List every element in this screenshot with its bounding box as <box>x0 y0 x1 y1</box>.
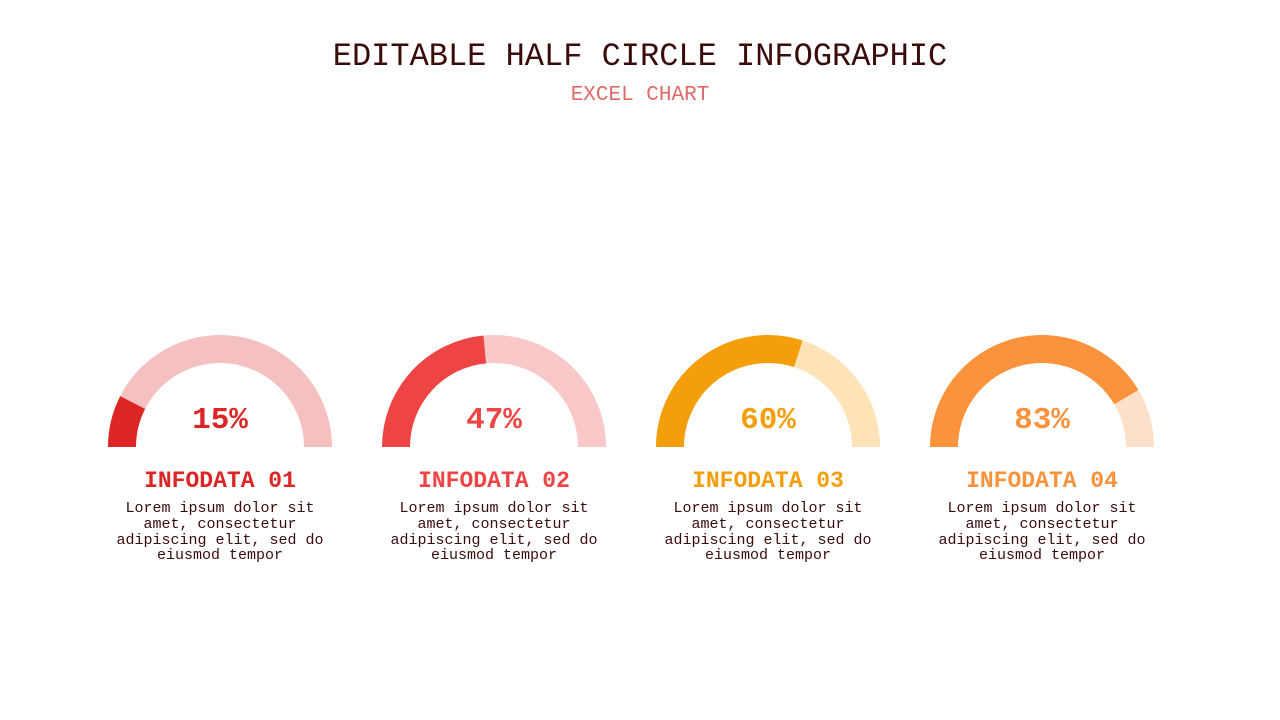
gauge-percent-label: 83% <box>1014 403 1070 438</box>
gauge-fill <box>656 335 803 448</box>
gauge-title: INFODATA 04 <box>966 468 1118 494</box>
gauge-fill <box>930 335 1139 448</box>
gauge-description: Lorem ipsum dolor sit amet, consectetur … <box>390 500 598 565</box>
gauge-2: 47% INFODATA 02 Lorem ipsum dolor sit am… <box>374 320 614 580</box>
gauge-description: Lorem ipsum dolor sit amet, consectetur … <box>664 500 872 565</box>
gauge-title: INFODATA 03 <box>692 468 844 494</box>
half-circle-chart-1: 15% <box>108 335 332 448</box>
half-circle-chart-2: 47% <box>382 335 606 448</box>
gauge-track <box>1114 389 1154 448</box>
gauge-track <box>483 335 606 448</box>
gauge-fill <box>382 335 487 448</box>
gauge-percent-label: 60% <box>740 403 796 438</box>
gauge-fill <box>108 396 146 448</box>
gauge-percent-label: 47% <box>466 403 522 438</box>
page-title: EDITABLE HALF CIRCLE INFOGRAPHIC <box>332 38 948 75</box>
gauge-description: Lorem ipsum dolor sit amet, consectetur … <box>116 500 324 565</box>
half-circle-chart-4: 83% <box>930 335 1154 448</box>
gauge-percent-label: 15% <box>192 403 248 438</box>
gauge-description: Lorem ipsum dolor sit amet, consectetur … <box>938 500 1146 565</box>
gauge-track <box>793 340 880 448</box>
gauge-4: 83% INFODATA 04 Lorem ipsum dolor sit am… <box>922 320 1162 580</box>
gauge-3: 60% INFODATA 03 Lorem ipsum dolor sit am… <box>648 320 888 580</box>
gauge-1: 15% INFODATA 01 Lorem ipsum dolor sit am… <box>100 320 340 580</box>
gauge-title: INFODATA 01 <box>144 468 296 494</box>
gauge-title: INFODATA 02 <box>418 468 570 494</box>
half-circle-chart-3: 60% <box>656 335 880 448</box>
gauge-track <box>120 335 332 448</box>
page-subtitle: EXCEL CHART <box>570 84 710 107</box>
